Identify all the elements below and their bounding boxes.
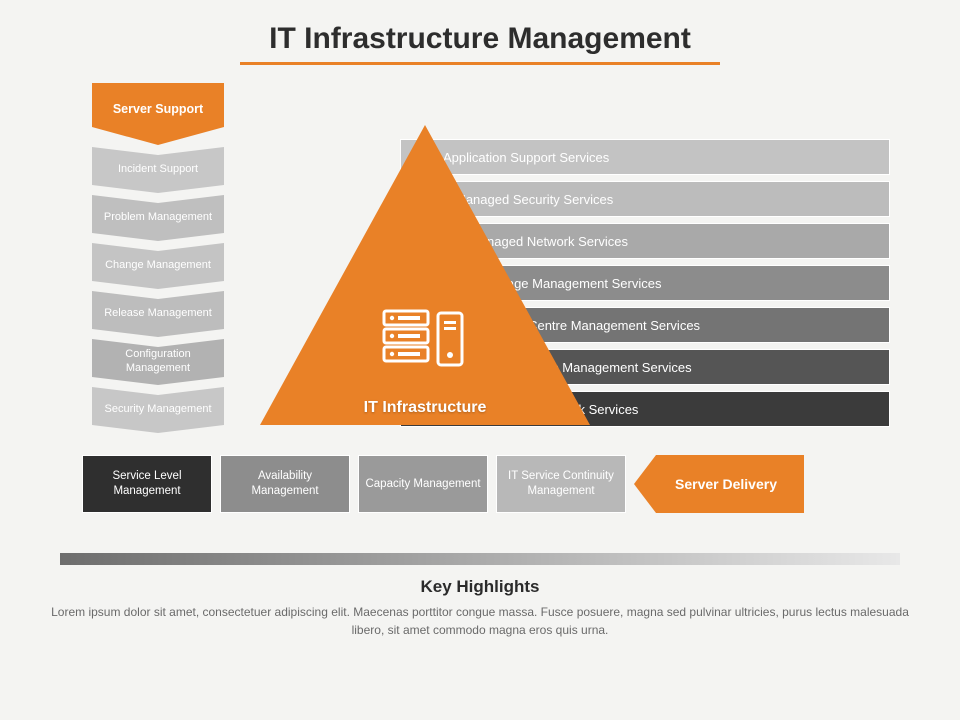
page-title: IT Infrastructure Management xyxy=(0,0,960,56)
divider-gradient xyxy=(60,553,900,565)
left-stack-item-label: Incident Support xyxy=(112,163,204,177)
left-stack-item: Problem Management xyxy=(92,195,224,241)
bottom-box: Availability Management xyxy=(220,455,350,513)
bottom-row: Service Level ManagementAvailability Man… xyxy=(82,455,804,513)
left-stack-item: Release Management xyxy=(92,291,224,337)
left-stack-item: Configuration Management xyxy=(92,339,224,385)
triangle: IT Infrastructure xyxy=(260,125,590,435)
bottom-box: Capacity Management xyxy=(358,455,488,513)
left-stack-item: Incident Support xyxy=(92,147,224,193)
key-highlights-title: Key Highlights xyxy=(0,577,960,597)
server-support-label: Server Support xyxy=(113,102,203,117)
server-support-header: Server Support xyxy=(92,83,224,145)
title-underline xyxy=(240,62,720,65)
left-stack-item-label: Problem Management xyxy=(98,211,218,225)
key-highlights: Key Highlights Lorem ipsum dolor sit ame… xyxy=(0,577,960,639)
left-stack-item-label: Configuration Management xyxy=(92,348,224,376)
server-icon xyxy=(380,305,470,375)
left-stack-item-label: Change Management xyxy=(99,259,217,273)
left-stack-item: Security Management xyxy=(92,387,224,433)
left-stack: Server Support Incident Support Problem … xyxy=(92,83,224,433)
server-delivery-label: Server Delivery xyxy=(661,476,777,492)
bottom-box: IT Service Continuity Management xyxy=(496,455,626,513)
key-highlights-body: Lorem ipsum dolor sit amet, consectetuer… xyxy=(0,603,960,639)
left-stack-item: Change Management xyxy=(92,243,224,289)
left-stack-item-label: Security Management xyxy=(99,403,218,417)
diagram-main: Server Support Incident Support Problem … xyxy=(0,83,960,553)
bottom-box: Service Level Management xyxy=(82,455,212,513)
server-delivery-arrow: Server Delivery xyxy=(634,455,804,513)
left-stack-item-label: Release Management xyxy=(98,307,218,321)
triangle-label: IT Infrastructure xyxy=(260,399,590,417)
